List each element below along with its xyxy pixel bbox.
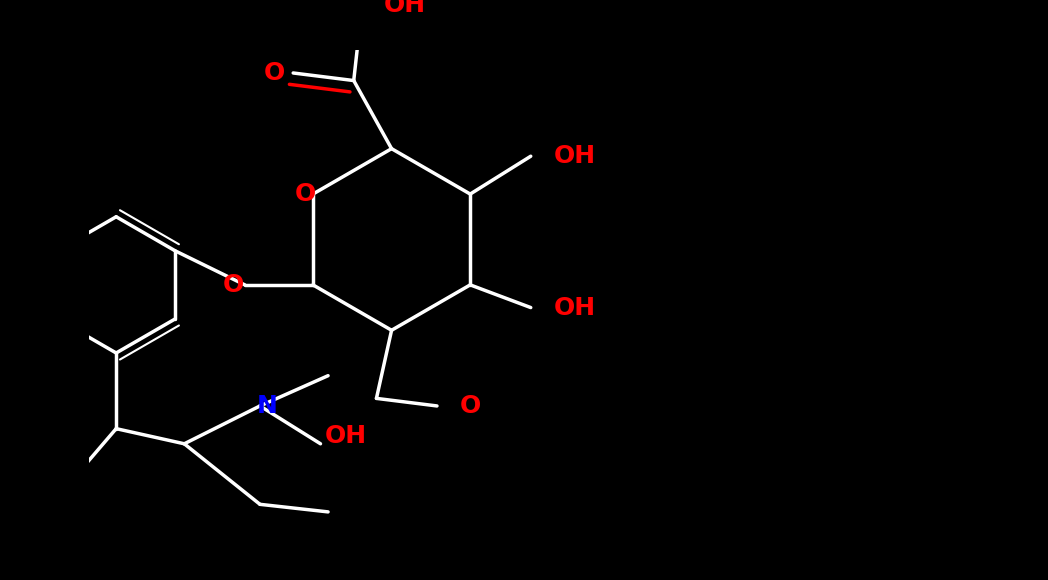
- Text: OH: OH: [325, 424, 367, 448]
- Text: OH: OH: [553, 296, 595, 320]
- Text: OH: OH: [553, 144, 595, 168]
- Text: N: N: [257, 394, 278, 418]
- Text: O: O: [460, 394, 481, 418]
- Text: O: O: [264, 61, 285, 85]
- Text: O: O: [223, 273, 244, 297]
- Text: O: O: [294, 182, 316, 206]
- Text: OH: OH: [384, 0, 427, 17]
